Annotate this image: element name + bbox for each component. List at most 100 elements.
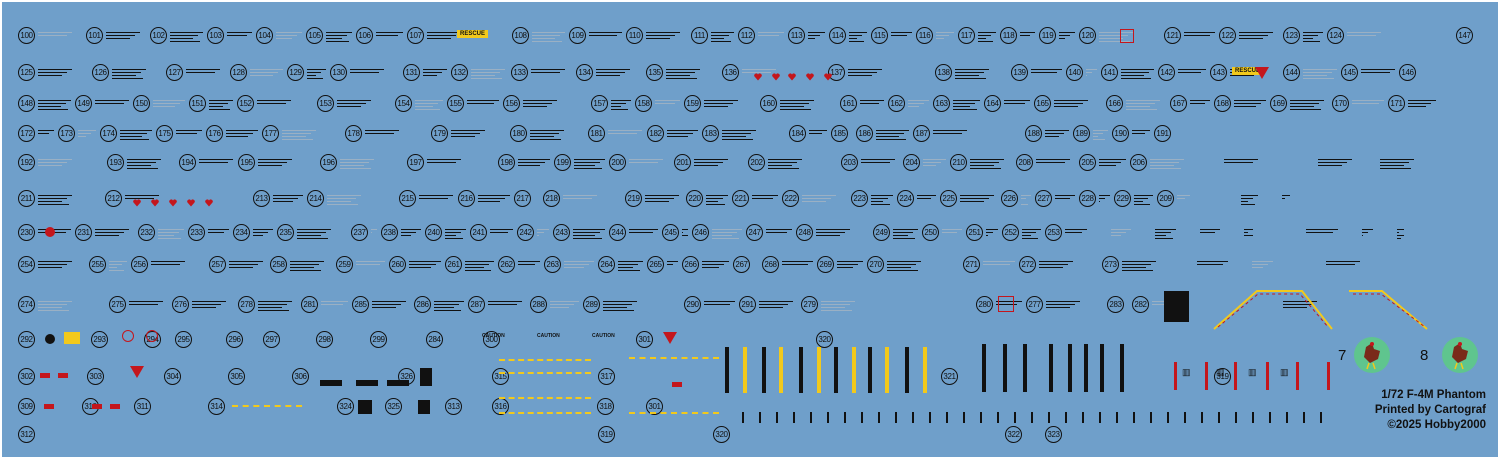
stencil-text: [170, 30, 203, 44]
decal-number-280: 280: [976, 296, 993, 313]
stencil-text: [208, 227, 229, 235]
decal-number-302: 302: [18, 368, 35, 385]
decal-number-164: 164: [984, 95, 1001, 112]
stencil-text: [1045, 128, 1069, 139]
stencil-text: [186, 67, 220, 75]
stencil-text: [861, 157, 895, 165]
stencil-text: [1134, 193, 1153, 207]
decal-number-247: 247: [746, 224, 763, 241]
decal-number-267: 267: [733, 256, 750, 273]
decal-number-296: 296: [226, 331, 243, 348]
stencil-text: [307, 67, 326, 81]
stencil-text: [530, 128, 564, 142]
stencil-text: [253, 227, 273, 238]
red-stencil-dash: [92, 404, 102, 409]
walkway-stripe: [762, 347, 766, 393]
decal-number-208: 208: [1016, 154, 1033, 171]
walkway-stripe: [1100, 344, 1104, 392]
stencil-text: [471, 67, 505, 81]
stencil-text: [38, 259, 72, 270]
stencil-text: [129, 299, 163, 307]
decal-number-261: 261: [445, 256, 462, 273]
red-triangle-marker: [663, 332, 677, 344]
decal-number-266: 266: [682, 256, 699, 273]
black-dot-marker: [45, 334, 55, 344]
stencil-text: [419, 193, 453, 201]
red-ring-marker: [146, 330, 158, 342]
decal-number-301: 301: [636, 331, 653, 348]
decal-number-152: 152: [237, 95, 254, 112]
tick-mark: [1014, 412, 1016, 423]
decal-number-260: 260: [389, 256, 406, 273]
stencil-text: [109, 259, 127, 273]
decal-number-313: 313: [445, 398, 462, 415]
stencil-text: [759, 299, 793, 310]
stencil-text: [986, 227, 998, 238]
decal-number-257: 257: [209, 256, 226, 273]
decal-number-320: 320: [816, 331, 833, 348]
warning-heart: [187, 194, 195, 207]
stencil-text: [1282, 193, 1290, 201]
decal-number-159: 159: [684, 95, 701, 112]
stencil-text: [1099, 157, 1126, 168]
tick-mark: [810, 412, 812, 423]
decal-number-254: 254: [18, 256, 35, 273]
walkway-stripe: [817, 347, 821, 393]
rooster-roundel-left: [1354, 337, 1390, 373]
stencil-text: [372, 299, 406, 310]
decal-number-119: 119: [1039, 27, 1056, 44]
stencil-text: [702, 259, 729, 270]
decal-number-303: 303: [87, 368, 104, 385]
decal-number-113: 113: [788, 27, 805, 44]
tick-mark: [1235, 412, 1237, 423]
rescue-label: RESCUE: [457, 30, 489, 38]
stencil-text: [960, 193, 994, 204]
yellow-dashed-line: [499, 412, 591, 414]
decal-number-169: 169: [1270, 95, 1287, 112]
decal-number-262: 262: [498, 256, 515, 273]
decal-number-231: 231: [75, 224, 92, 241]
decal-number-255: 255: [89, 256, 106, 273]
decal-number-138: 138: [935, 64, 952, 81]
stencil-text: [933, 128, 967, 136]
stencil-text: [415, 98, 443, 112]
stencil-text: [518, 157, 550, 168]
decal-number-107: 107: [407, 27, 424, 44]
decal-number-306: 306: [292, 368, 309, 385]
stencil-text: [694, 157, 728, 168]
red-frame-marker: [998, 296, 1014, 312]
decal-number-210: 210: [950, 154, 967, 171]
decal-number-263: 263: [544, 256, 561, 273]
stencil-text: [1318, 157, 1352, 168]
caution-label: CAUTION: [537, 333, 560, 339]
decal-number-198: 198: [498, 154, 515, 171]
stencil-text: [290, 259, 324, 273]
stencil-text: [682, 227, 688, 238]
decal-number-102: 102: [150, 27, 167, 44]
decal-number-123: 123: [1283, 27, 1300, 44]
stencil-text: [816, 227, 850, 238]
decal-number-194: 194: [179, 154, 196, 171]
decal-number-323: 323: [1045, 426, 1062, 443]
black-stencil-block: [420, 368, 432, 386]
stencil-text: [95, 227, 129, 238]
walkway-chevron-icon: [1213, 290, 1333, 330]
tick-mark: [946, 412, 948, 423]
decal-number-214: 214: [307, 190, 324, 207]
stencil-text: [1347, 30, 1381, 38]
stencil-text: [722, 128, 756, 142]
decal-number-282: 282: [1132, 296, 1149, 313]
stencil-text: [1197, 259, 1228, 267]
decal-number-203: 203: [841, 154, 858, 171]
tick-mark: [1320, 412, 1322, 423]
decal-number-109: 109: [569, 27, 586, 44]
walkway-stripe: [1084, 344, 1088, 392]
decal-number-116: 116: [916, 27, 933, 44]
decal-number-220: 220: [686, 190, 703, 207]
stencil-text: [1004, 98, 1030, 106]
warning-heart-icon: [169, 199, 177, 207]
stencil-text: [273, 193, 303, 204]
stencil-text: [1239, 30, 1273, 41]
red-stencil-dash: [672, 382, 682, 387]
stencil-text: [1111, 227, 1131, 238]
